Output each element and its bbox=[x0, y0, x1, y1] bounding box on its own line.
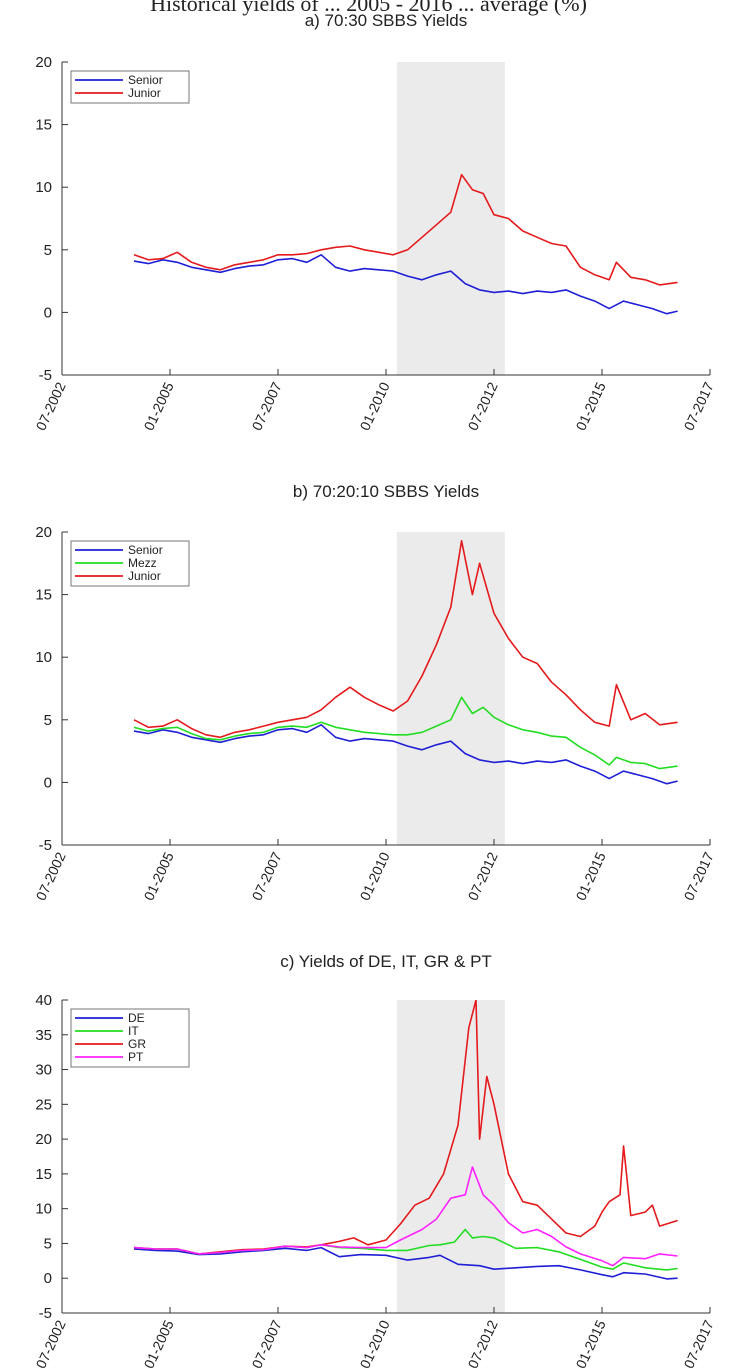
chart-c-legend-label-de: DE bbox=[128, 1011, 145, 1025]
chart-a-y-tick-label: -5 bbox=[39, 367, 52, 384]
chart-b-x-tick-label: 07-2012 bbox=[464, 849, 500, 903]
page-heading-clipped: Historical yields of ... 2005 - 2016 ...… bbox=[0, 0, 737, 16]
chart-b-y-tick-label: 10 bbox=[35, 649, 52, 666]
chart-b-y-tick-label: 15 bbox=[35, 587, 52, 604]
chart-a-x-tick-label: 07-2007 bbox=[248, 379, 284, 433]
chart-a-shaded-period bbox=[396, 62, 505, 375]
chart-c-y-tick-label: 15 bbox=[35, 1166, 52, 1183]
chart-c-series-de bbox=[133, 1246, 678, 1280]
chart-b-shaded-period bbox=[396, 532, 505, 845]
chart-c-y-tick-label: 10 bbox=[35, 1201, 52, 1218]
chart-a-x-tick-label: 01-2005 bbox=[140, 379, 176, 433]
chart-b: b) 70:20:10 SBBS Yields -5 0 5 10 15 20 07-2002… bbox=[32, 482, 716, 903]
page-heading-text: Historical yields of ... 2005 - 2016 ...… bbox=[150, 0, 587, 16]
chart-c-title: c) Yields of DE, IT, GR & PT bbox=[280, 952, 492, 971]
chart-c-x-tick-label: 01-2005 bbox=[140, 1317, 176, 1371]
chart-a-title: a) 70:30 SBBS Yields bbox=[305, 11, 468, 30]
chart-b-y-tick-label: 5 bbox=[44, 712, 52, 729]
chart-c-shaded-period bbox=[396, 1000, 505, 1313]
chart-c-legend-label-pt: PT bbox=[128, 1050, 144, 1064]
chart-c-x-tick-label: 07-2007 bbox=[248, 1317, 284, 1371]
chart-b-legend-label-junior: Junior bbox=[128, 569, 161, 583]
chart-a-y-tick-label: 10 bbox=[35, 179, 52, 196]
chart-b-series-junior bbox=[133, 540, 678, 739]
chart-c-y-tick-label: 40 bbox=[35, 992, 52, 1009]
chart-a-legend-label-senior: Senior bbox=[128, 73, 163, 87]
chart-a-series-senior bbox=[133, 254, 678, 315]
chart-c-y-tick-label: 30 bbox=[35, 1062, 52, 1079]
chart-c-y-tick-label: 0 bbox=[44, 1270, 52, 1287]
chart-a-y-tick-label: 0 bbox=[44, 304, 52, 321]
chart-c-series-pt bbox=[133, 1166, 678, 1267]
chart-b-legend-label-mezz: Mezz bbox=[128, 556, 157, 570]
chart-b-x-tick-label: 01-2005 bbox=[140, 849, 176, 903]
chart-c-x-tick-label: 07-2002 bbox=[32, 1317, 68, 1371]
chart-b-x-tick-label: 07-2002 bbox=[32, 849, 68, 903]
chart-a-y-tick-label: 15 bbox=[35, 117, 52, 134]
chart-a-x-tick-label: 01-2015 bbox=[572, 379, 608, 433]
chart-a-x-tick-label: 07-2012 bbox=[464, 379, 500, 433]
chart-a-legend bbox=[70, 70, 190, 104]
chart-b-series-senior bbox=[133, 724, 678, 785]
chart-a-y-tick-label: 5 bbox=[44, 242, 52, 259]
chart-a: a) 70:30 SBBS Yields -5 0 5 10 15 20 07-2002 01-… bbox=[32, 11, 716, 433]
chart-c-x-tick-label: 01-2015 bbox=[572, 1317, 608, 1371]
chart-b-title: b) 70:20:10 SBBS Yields bbox=[293, 482, 479, 501]
chart-a-series-junior bbox=[133, 173, 678, 286]
chart-c-y-tick-label: 5 bbox=[44, 1235, 52, 1252]
chart-b-y-tick-label: 20 bbox=[35, 524, 52, 541]
chart-c-y-tick-label: 35 bbox=[35, 1027, 52, 1044]
chart-c: c) Yields of DE, IT, GR & PT -5 0 5 10 15 20 25… bbox=[32, 952, 716, 1371]
chart-b-x-tick-label: 01-2010 bbox=[356, 849, 392, 903]
chart-a-x-tick-label: 07-2002 bbox=[32, 379, 68, 433]
chart-b-x-tick-label: 07-2007 bbox=[248, 849, 284, 903]
chart-c-legend-label-gr: GR bbox=[128, 1037, 146, 1051]
chart-a-y-tick-label: 20 bbox=[35, 54, 52, 71]
chart-a-legend-label-junior: Junior bbox=[128, 86, 161, 100]
chart-c-x-tick-label: 01-2010 bbox=[356, 1317, 392, 1371]
chart-a-x-tick-label: 07-2017 bbox=[680, 379, 716, 433]
chart-c-legend-label-it: IT bbox=[128, 1024, 139, 1038]
chart-b-y-tick-label: 0 bbox=[44, 774, 52, 791]
chart-c-y-tick-label: 20 bbox=[35, 1131, 52, 1148]
chart-b-x-tick-label: 01-2015 bbox=[572, 849, 608, 903]
chart-b-legend-label-senior: Senior bbox=[128, 543, 163, 557]
chart-b-x-tick-label: 07-2017 bbox=[680, 849, 716, 903]
chart-c-x-tick-label: 07-2017 bbox=[680, 1317, 716, 1371]
chart-a-x-tick-label: 01-2010 bbox=[356, 379, 392, 433]
chart-c-x-tick-label: 07-2012 bbox=[464, 1317, 500, 1371]
chart-b-series-mezz bbox=[133, 696, 678, 770]
chart-c-y-tick-label: 25 bbox=[35, 1096, 52, 1113]
chart-c-y-tick-label: -5 bbox=[39, 1305, 52, 1322]
chart-b-y-tick-label: -5 bbox=[39, 837, 52, 854]
